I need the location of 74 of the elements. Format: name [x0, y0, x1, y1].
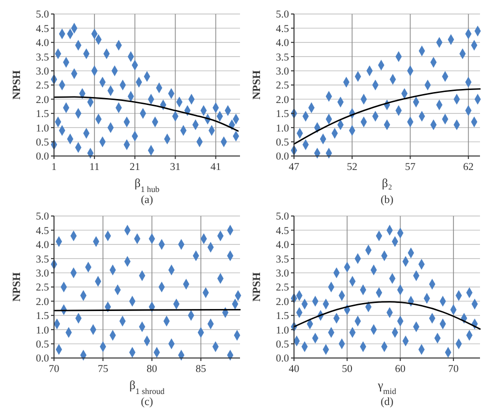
x-tick-label: 60: [395, 364, 406, 375]
x-tick-label: 75: [98, 364, 108, 375]
x-tick-label: 47: [288, 162, 300, 173]
y-tick-label: 4.0: [276, 240, 289, 252]
x-tick-label: 70: [448, 364, 459, 375]
y-tick-label: 2.0: [276, 94, 289, 106]
x-tick-label: 11: [89, 162, 100, 173]
y-tick-label: 2.0: [36, 296, 49, 308]
y-tick-label: 1.5: [36, 109, 49, 120]
y-tick-label: 2.5: [276, 282, 289, 294]
y-tick-label: 1.5: [276, 109, 289, 120]
y-tick-label: 2.0: [36, 94, 49, 106]
x-tick-label: 40: [288, 364, 300, 375]
text: (c): [140, 396, 154, 408]
y-tick-label: 4.5: [36, 226, 49, 237]
x-tick-label: 70: [48, 364, 60, 375]
y-tick-label: 5.0: [276, 212, 289, 223]
x-tick-label: 21: [130, 162, 140, 173]
y-tick-label: 3.5: [276, 254, 289, 266]
y-tick-label: 5.0: [36, 10, 49, 21]
x-tick-label: 41: [210, 162, 221, 173]
x-tick-label: 62: [463, 162, 474, 173]
y-tick-label: 1.0: [276, 123, 289, 134]
y-tick-label: 5.0: [36, 212, 49, 223]
text: (d): [380, 396, 394, 408]
y-tick-label: 4.5: [276, 226, 289, 237]
x-tick-label: 85: [196, 364, 206, 375]
y-tick-label: 3.0: [36, 66, 49, 78]
y-tick-label: 1.0: [276, 325, 289, 336]
y-tick-label: 4.0: [36, 38, 49, 50]
y-tick-label: 0.5: [36, 339, 49, 350]
y-tick-label: 1.0: [36, 325, 49, 336]
y-tick-label: 3.0: [36, 268, 49, 280]
y-tick-label: 0.5: [276, 137, 289, 148]
line-series: [293, 88, 481, 145]
x-axis-title: β₂: [382, 176, 392, 190]
y-tick-label: 4.5: [36, 24, 49, 35]
y-axis-title: NPSH: [11, 272, 23, 302]
x-axis-title: γ$_{mid}$: [376, 378, 397, 396]
text: (b): [380, 194, 394, 206]
y-tick-label: 3.0: [276, 66, 289, 78]
x-tick-label: 1: [51, 162, 57, 173]
y-tick-label: 4.0: [276, 38, 289, 50]
y-tick-label: 4.0: [36, 240, 49, 252]
y-tick-label: 3.5: [36, 52, 49, 64]
y-tick-label: 0.5: [276, 339, 289, 350]
y-tick-label: 0.5: [36, 137, 49, 148]
y-tick-label: 0.0: [36, 152, 49, 163]
y-tick-label: 2.0: [276, 296, 289, 308]
y-tick-label: 5.0: [276, 10, 289, 21]
x-tick-label: 50: [342, 364, 352, 375]
y-tick-label: 1.0: [36, 123, 49, 134]
y-tick-label: 1.5: [36, 311, 49, 322]
x-tick-label: 52: [346, 162, 358, 173]
y-tick-label: 0.0: [36, 354, 49, 365]
y-tick-label: 1.5: [276, 311, 289, 322]
y-axis-title: NPSH: [251, 272, 263, 302]
y-tick-label: 3.5: [276, 52, 289, 64]
x-tick-label: 57: [405, 162, 416, 173]
y-axis-title: NPSH: [11, 70, 23, 100]
x-axis-title: β$_{1 hub}$: [134, 176, 160, 194]
x-tick-label: 31: [170, 162, 181, 173]
y-tick-label: 4.5: [276, 24, 289, 35]
y-tick-label: 3.0: [276, 268, 289, 280]
y-tick-label: 2.5: [36, 282, 49, 294]
y-tick-label: 3.5: [36, 254, 49, 266]
x-tick-label: 80: [146, 364, 158, 375]
y-tick-label: 2.5: [36, 80, 49, 92]
y-axis-title: NPSH: [251, 70, 263, 100]
x-axis-title: β$_{1 shroud}$: [129, 378, 166, 396]
y-tick-label: 2.5: [276, 80, 289, 92]
y-tick-label: 0.0: [276, 152, 289, 163]
y-tick-label: 0.0: [276, 354, 289, 365]
text: (a): [140, 194, 154, 206]
